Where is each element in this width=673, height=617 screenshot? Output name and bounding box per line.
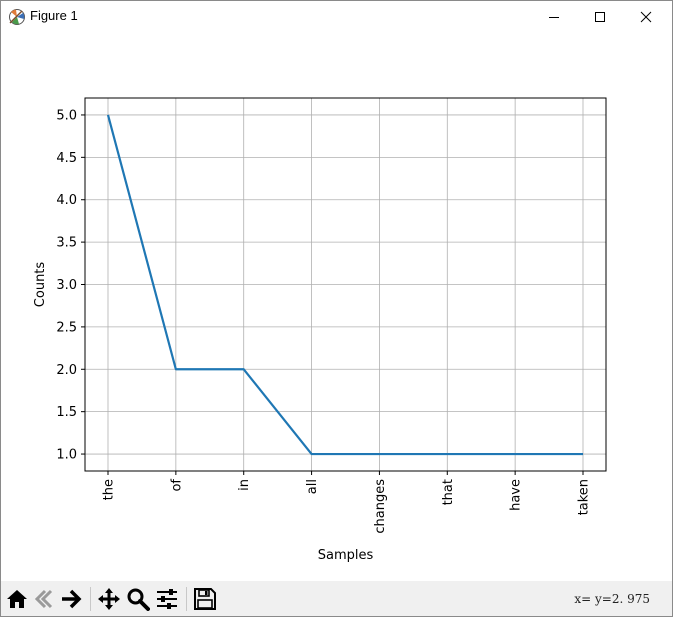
sliders-icon (157, 589, 177, 609)
window-title: Figure 1 (30, 8, 78, 23)
y-tick-label: 2.0 (56, 363, 77, 378)
x-tick-label: all (305, 479, 320, 494)
close-icon (640, 11, 652, 23)
forward-button[interactable] (59, 587, 83, 611)
y-tick-label: 3.0 (56, 278, 77, 293)
configure-subplots-button[interactable] (155, 587, 179, 611)
x-tick-label: in (237, 479, 252, 491)
magnifier-icon (127, 588, 150, 611)
y-tick-label: 1.5 (56, 405, 77, 420)
y-tick-label: 4.0 (56, 193, 77, 208)
minimize-button[interactable] (531, 1, 577, 33)
home-icon (7, 590, 27, 608)
toolbar-separator (186, 587, 187, 611)
toolbar-separator (90, 587, 91, 611)
x-tick-label: changes (373, 479, 388, 534)
arrow-left-icon (34, 589, 53, 609)
y-tick-label: 2.5 (56, 320, 77, 335)
move-icon (98, 588, 120, 610)
y-tick-label: 3.5 (56, 236, 77, 251)
arrow-right-icon (62, 589, 82, 609)
maximize-button[interactable] (577, 1, 623, 33)
y-axis-label: Counts (33, 262, 48, 308)
cursor-coordinates: x= y=2. 975 (574, 592, 650, 606)
minimize-icon (549, 17, 559, 18)
x-tick-label: the (102, 479, 117, 500)
y-tick-label: 5.0 (56, 108, 77, 123)
figure-canvas[interactable]: 1.0 1.5 2.0 2.5 3.0 3.5 4.0 4.5 5.0 the of in all cha… (1, 33, 672, 581)
line-chart: 1.0 1.5 2.0 2.5 3.0 3.5 4.0 4.5 5.0 the of in all cha… (33, 97, 607, 563)
pan-button[interactable] (97, 587, 121, 611)
title-bar: Figure 1 (1, 1, 672, 33)
series-line (106, 114, 583, 456)
back-button[interactable] (32, 587, 56, 611)
x-tick-label: that (441, 479, 456, 505)
matplotlib-icon (8, 8, 26, 26)
x-tick-label: of (169, 479, 184, 492)
maximize-icon (595, 12, 605, 22)
home-button[interactable] (5, 587, 29, 611)
zoom-button[interactable] (126, 587, 150, 611)
y-tick-label: 1.0 (56, 448, 77, 463)
x-axis-label: Samples (318, 548, 374, 563)
x-tick-label: taken (577, 479, 592, 515)
navigation-toolbar: x= y=2. 975 (1, 581, 672, 616)
save-button[interactable] (193, 587, 217, 611)
x-tick-label: have (509, 479, 524, 511)
close-button[interactable] (623, 1, 669, 33)
floppy-disk-icon (194, 588, 216, 610)
y-tick-label: 4.5 (56, 151, 77, 166)
